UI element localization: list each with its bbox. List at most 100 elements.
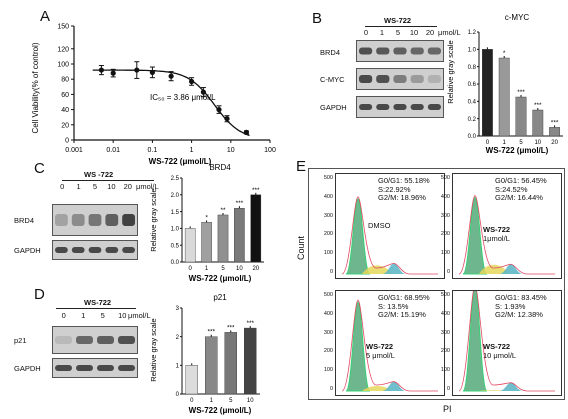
flow-s-phase bbox=[362, 265, 392, 274]
flow-ytick-label: 0 bbox=[329, 269, 333, 275]
flow-stat-line2: S: 13.5% bbox=[378, 301, 409, 311]
chart-a-point bbox=[200, 89, 207, 95]
blot-band bbox=[118, 365, 135, 371]
chart-xtick-label: 1 bbox=[210, 398, 214, 404]
chart-ytick-label: 1.2 bbox=[468, 30, 477, 36]
blot-b-unit: μmol/L bbox=[438, 28, 461, 37]
flow-ytick-label: 300 bbox=[323, 212, 333, 219]
panel-label-e: E bbox=[296, 158, 307, 175]
chart-a-point bbox=[98, 67, 104, 73]
flow-condition-dose: 10 μmol/L bbox=[483, 351, 517, 360]
panel-label-c: C bbox=[34, 160, 45, 177]
blot-b-row-cmyc: C-MYC bbox=[320, 75, 345, 84]
blot-band bbox=[393, 104, 407, 110]
blot-d-unit: μmol/L bbox=[128, 311, 151, 320]
flow-ytick-label: 0 bbox=[446, 386, 450, 392]
chart-bar bbox=[244, 327, 257, 395]
chart-xtick-label: 0 bbox=[189, 266, 193, 272]
flow-ytick-label: 300 bbox=[440, 329, 450, 336]
chart-a-ytick-label: 80 bbox=[61, 77, 69, 84]
chart-bar bbox=[234, 208, 245, 263]
flow-histogram-panel: G0/G1: 55.18% S:22.92% G2/M: 18.96% DMSO bbox=[335, 173, 445, 279]
chart-xtick-label: 20 bbox=[252, 266, 259, 272]
chart-bar bbox=[184, 228, 196, 263]
blot-d-p21-image bbox=[52, 326, 138, 354]
blot-band bbox=[410, 47, 424, 55]
chart-bar bbox=[224, 332, 237, 395]
chart-xtick-label: 5 bbox=[229, 398, 233, 404]
blot-band bbox=[88, 247, 102, 253]
flow-ytick-label: 400 bbox=[323, 310, 333, 317]
blot-band bbox=[71, 214, 85, 226]
blot-band bbox=[55, 247, 68, 253]
flow-ytick-label: 0 bbox=[446, 269, 450, 275]
chart-xtick-label: 10 bbox=[247, 398, 254, 404]
chart-significance-label: *** bbox=[236, 200, 244, 207]
flow-histogram-plot bbox=[341, 196, 438, 275]
chart-xtick-label: 0 bbox=[486, 140, 490, 146]
chart-significance-label: *** bbox=[252, 187, 260, 194]
flow-g2-peak bbox=[382, 263, 406, 274]
flow-histogram-plot bbox=[458, 291, 555, 392]
chart-ytick-label: 0.8 bbox=[468, 65, 477, 71]
chart-xtick-label: 0 bbox=[190, 398, 194, 404]
chart-bar bbox=[185, 365, 198, 395]
chart-ytick-label: 0.6 bbox=[468, 82, 477, 88]
chart-d-plot: 0 1 2 3 0 1 *** 5 *** 10 *** bbox=[176, 306, 260, 404]
chart-ytick-label: 2.5 bbox=[171, 176, 180, 182]
blot-band bbox=[97, 365, 114, 371]
chart-ytick-label: 1.5 bbox=[171, 210, 180, 216]
flow-stat-line1: G0/G1: 83.45% bbox=[495, 293, 547, 302]
chart-significance-label: * bbox=[503, 50, 506, 57]
chart-d: 0 1 2 3 0 1 *** 5 *** 10 *** p21 Relative gray sca… bbox=[149, 293, 260, 415]
blot-band bbox=[376, 47, 390, 55]
flow-ytick-label: 500 bbox=[440, 175, 450, 181]
chart-a-xtick-label: 10 bbox=[227, 147, 235, 154]
flow-stat-line3: G2/M: 12.38% bbox=[495, 310, 543, 319]
blot-band bbox=[76, 336, 93, 344]
flow-condition-name: DMSO bbox=[368, 221, 391, 230]
blot-band bbox=[88, 214, 102, 226]
flow-ytick-label: 200 bbox=[440, 231, 450, 238]
chart-c-ylabel: Relative gray scale bbox=[149, 188, 158, 251]
blot-lane-label: 1 bbox=[81, 311, 86, 320]
blot-c-row-brd4: BRD4 bbox=[14, 216, 35, 225]
chart-a-point bbox=[168, 73, 174, 79]
chart-a-ic50: IC₅₀ = 3.86 μmol/L bbox=[150, 93, 216, 102]
blot-d-gapdh-image bbox=[52, 358, 138, 378]
flow-ytick-label: 100 bbox=[440, 367, 450, 374]
flow-ytick-label: 500 bbox=[440, 292, 450, 298]
blot-band bbox=[122, 247, 135, 253]
chart-d-xlabel: WS-722 (μmol/L) bbox=[189, 406, 252, 415]
blot-band bbox=[393, 47, 407, 55]
chart-ytick-label: 1.0 bbox=[171, 227, 180, 233]
chart-bar bbox=[201, 222, 212, 263]
chart-a-xtick-label: 0.1 bbox=[148, 147, 158, 154]
blot-d-header-line bbox=[56, 308, 136, 309]
blot-band bbox=[376, 75, 390, 83]
flow-ytick-label: 100 bbox=[440, 250, 450, 257]
chart-bar bbox=[532, 109, 544, 137]
chart-a-ytick-label: 0 bbox=[65, 138, 69, 145]
blot-d-header: WS-722 bbox=[84, 298, 112, 307]
chart-ytick-label: 0.0 bbox=[468, 134, 477, 140]
chart-xtick-label: 10 bbox=[236, 266, 243, 272]
chart-a-point bbox=[243, 129, 249, 135]
flow-histogram-plot bbox=[458, 195, 555, 275]
chart-ytick-label: 0.0 bbox=[171, 260, 180, 266]
chart-d-title: p21 bbox=[213, 293, 227, 302]
chart-a-point bbox=[134, 67, 140, 73]
chart-significance-label: *** bbox=[551, 119, 559, 126]
flow-ytick-label: 0 bbox=[329, 386, 333, 392]
flow-ytick-label: 100 bbox=[323, 367, 333, 374]
chart-b: 0.0 0.2 0.4 0.6 0.8 1.0 1.2 0 1 * 5 *** 10 *** 20 *** c… bbox=[446, 13, 563, 155]
chart-significance-label: *** bbox=[534, 102, 542, 109]
chart-a-ytick-label: 20 bbox=[61, 122, 69, 129]
flow-g1-peak bbox=[345, 301, 371, 392]
chart-ytick-label: 0.5 bbox=[171, 243, 180, 249]
flow-ytick-label: 300 bbox=[440, 212, 450, 219]
blot-band bbox=[105, 247, 119, 253]
chart-bar bbox=[250, 194, 262, 263]
flow-stat-line3: G2/M: 18.96% bbox=[378, 193, 426, 202]
flow-ytick-label: 400 bbox=[440, 310, 450, 317]
